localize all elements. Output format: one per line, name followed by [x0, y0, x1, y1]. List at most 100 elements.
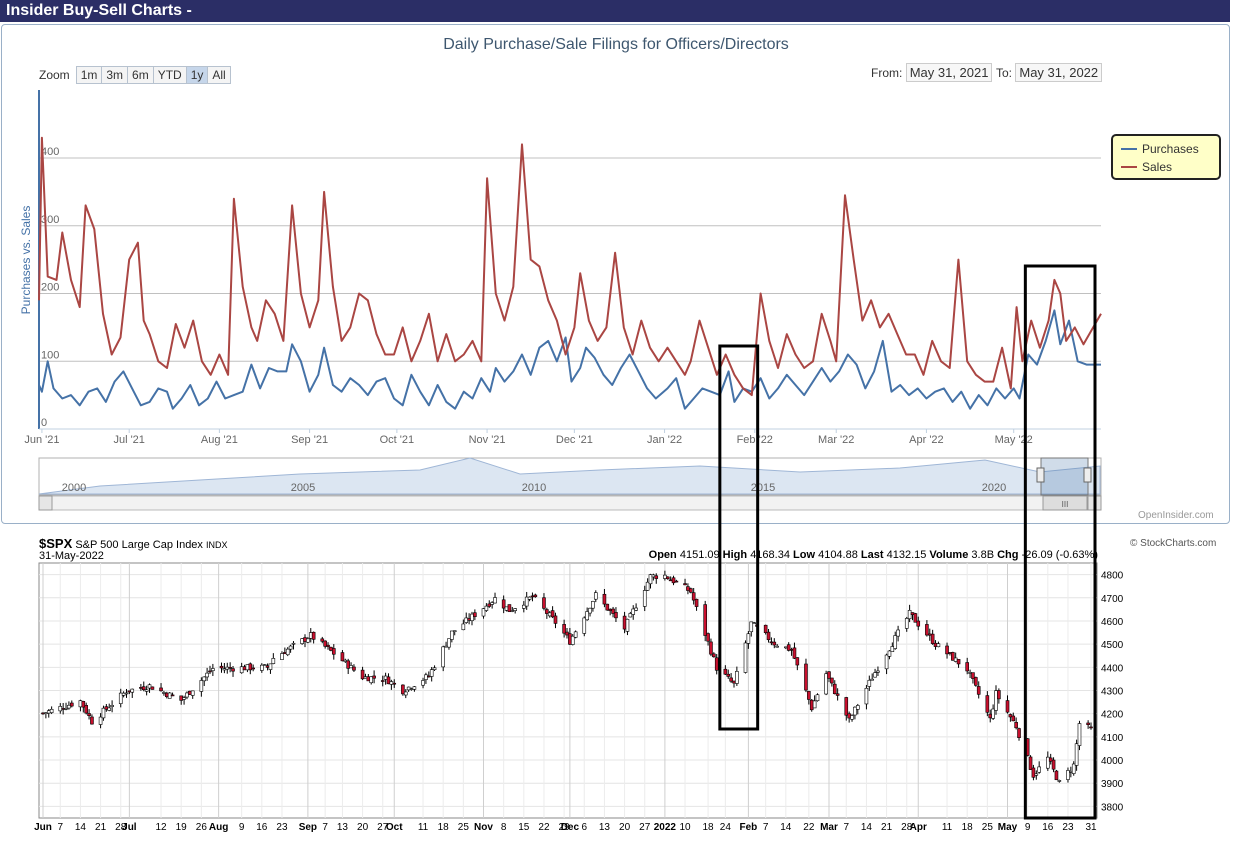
- candle-up: [870, 678, 874, 681]
- spx-y-tick-label: 4200: [1101, 710, 1124, 721]
- candle-up: [642, 590, 647, 607]
- zoom-button-1y[interactable]: 1y: [185, 66, 209, 84]
- candle-down: [265, 665, 270, 668]
- candle-up: [1037, 766, 1041, 773]
- candle-down: [930, 633, 935, 644]
- candle-up: [527, 596, 532, 600]
- legend-item-sales[interactable]: Sales: [1121, 160, 1172, 174]
- spx-x-tick-label: May: [998, 822, 1018, 833]
- spx-x-tick-label: 7: [843, 822, 849, 833]
- spx-x-tick-label: 22: [803, 822, 815, 833]
- candle-down: [1008, 714, 1013, 718]
- spx-x-tick-label: 11: [942, 822, 953, 833]
- candle-up: [890, 646, 895, 652]
- spx-x-tick-label: 28: [901, 822, 913, 833]
- scroll-left-button: [38, 495, 53, 511]
- candle-up: [268, 663, 273, 670]
- candle-up: [343, 659, 348, 662]
- spx-y-tick-label: 4100: [1101, 733, 1124, 744]
- candle-up: [582, 617, 587, 634]
- candle-up: [308, 632, 313, 639]
- candle-down: [691, 592, 696, 601]
- candle-down: [533, 594, 538, 598]
- highlight-box-jan: [718, 344, 760, 731]
- candle-down: [392, 682, 397, 685]
- zoom-buttons: 1m 3m 6m YTD 1y All: [75, 66, 231, 84]
- spx-x-tick-label: 15: [518, 822, 530, 833]
- candle-down: [847, 713, 851, 719]
- candle-down: [326, 644, 330, 647]
- candle-up: [369, 676, 374, 684]
- candle-down: [726, 673, 731, 677]
- candle-down: [1028, 756, 1033, 770]
- from-date-input[interactable]: May 31, 2021: [905, 63, 993, 82]
- legend-item-purchases[interactable]: Purchases: [1121, 142, 1199, 156]
- candle-down: [974, 677, 978, 686]
- x-tick-label: Jan '22: [647, 434, 682, 446]
- low-value: 4104.88: [818, 549, 858, 561]
- candle-up: [421, 680, 425, 686]
- zoom-button-1m[interactable]: 1m: [75, 66, 103, 84]
- candle-down: [228, 667, 232, 669]
- candle-up: [162, 692, 166, 694]
- high-label: High: [722, 549, 748, 561]
- to-date-input[interactable]: May 31, 2022: [1015, 63, 1103, 82]
- candle-down: [971, 672, 975, 679]
- zoom-button-6m[interactable]: 6m: [127, 66, 154, 84]
- spx-x-tick-label: Mar: [820, 822, 838, 833]
- candle-down: [927, 633, 932, 636]
- candle-down: [916, 620, 921, 627]
- y-tick-label: 200: [41, 282, 59, 294]
- candle-up: [199, 680, 204, 692]
- candle-down: [1011, 715, 1016, 722]
- zoom-button-ytd[interactable]: YTD: [152, 66, 187, 84]
- candle-down: [844, 697, 849, 716]
- zoom-button-3m[interactable]: 3m: [101, 66, 129, 84]
- candle-up: [867, 679, 872, 687]
- series-line-sales: [38, 136, 1102, 397]
- candle-up: [936, 643, 941, 648]
- candle-up: [67, 704, 71, 709]
- legend-label-purchases: Purchases: [1142, 142, 1199, 156]
- zoom-button-all[interactable]: All: [207, 66, 231, 84]
- candle-down: [723, 668, 728, 675]
- x-tick-label: May '22: [995, 434, 1033, 446]
- candle-up: [628, 613, 633, 618]
- candle-down: [965, 662, 969, 672]
- candle-down: [1048, 757, 1053, 762]
- spx-x-tick-label: 12: [155, 822, 167, 833]
- candle-down: [689, 588, 693, 593]
- zoom-label: Zoom: [39, 68, 70, 82]
- candle-down: [179, 695, 183, 701]
- candle-up: [202, 676, 207, 682]
- candle-down: [933, 642, 938, 647]
- candle-down: [703, 604, 707, 636]
- candle-up: [182, 697, 186, 700]
- candle-down: [732, 680, 736, 684]
- candle-down: [565, 631, 569, 636]
- candle-up: [107, 707, 112, 711]
- candle-down: [608, 609, 612, 612]
- candle-up: [746, 633, 751, 644]
- candle-up: [205, 672, 209, 678]
- candle-down: [910, 612, 915, 616]
- candle-up: [663, 574, 667, 579]
- last-label: Last: [860, 549, 884, 561]
- candle-down: [997, 690, 1001, 700]
- candle-down: [668, 579, 673, 582]
- candle-up: [864, 687, 869, 705]
- candle-up: [994, 690, 998, 711]
- candle-up: [651, 574, 656, 578]
- low-label: Low: [793, 549, 816, 561]
- candle-up: [510, 610, 515, 612]
- spx-x-tick-label: 26: [196, 822, 208, 833]
- navigator-area: [38, 457, 1101, 495]
- candle-down: [127, 690, 132, 693]
- candle-down: [956, 659, 961, 665]
- candle-up: [593, 592, 598, 600]
- candle-down: [807, 691, 811, 700]
- candle-up: [625, 618, 630, 632]
- spx-x-tick-label: 13: [599, 822, 611, 833]
- navigator-year-label: 2010: [522, 482, 546, 494]
- candle-up: [968, 672, 972, 674]
